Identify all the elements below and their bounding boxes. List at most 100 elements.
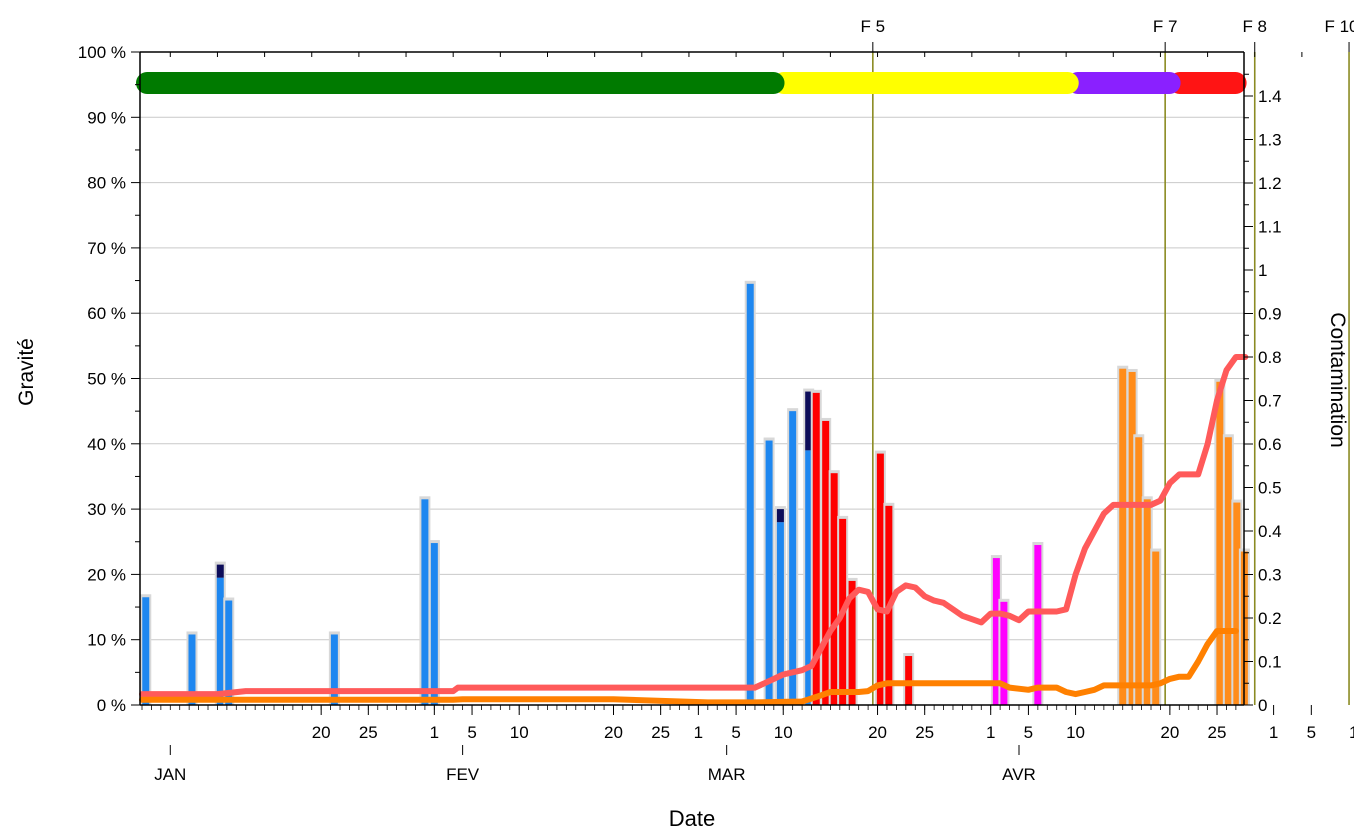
bar: [330, 634, 338, 705]
bar: [142, 597, 150, 705]
bar: [765, 440, 773, 705]
x-tick-label: 1: [430, 723, 439, 742]
right-tick-label: 1.1: [1258, 218, 1282, 237]
month-label: JAN: [154, 765, 186, 784]
period-band-segment: [772, 72, 1079, 94]
x-tick-label: 25: [1208, 723, 1227, 742]
bar: [430, 543, 438, 705]
left-tick-label: 50 %: [87, 370, 126, 389]
x-tick-label: 25: [359, 723, 378, 742]
axes: 0 % 10 % 20 % 30 % 40 % 50 % 60 % 70 % 80 % 90 % 1…: [78, 17, 1354, 784]
left-tick-label: 80 %: [87, 174, 126, 193]
left-tick-label: 70 %: [87, 239, 126, 258]
contamination-line-red: [139, 354, 1249, 698]
stage-label: F 8: [1242, 17, 1267, 36]
left-tick-label: 60 %: [87, 304, 126, 323]
bar: [225, 600, 233, 705]
x-tick-label: 10: [1349, 723, 1354, 742]
right-tick-label: 0.1: [1258, 653, 1282, 672]
bar-cap: [776, 509, 784, 523]
x-axis-title: Date: [669, 806, 715, 829]
month-label: MAR: [708, 765, 746, 784]
bar: [216, 577, 224, 705]
period-band-segment: [1066, 72, 1181, 94]
x-tick-label: 5: [467, 723, 476, 742]
right-tick-label: 1.4: [1258, 87, 1282, 106]
right-tick-label: 1.2: [1258, 174, 1282, 193]
x-tick-label: 25: [915, 723, 934, 742]
left-tick-label: 40 %: [87, 435, 126, 454]
x-tick-label: 1: [1269, 723, 1278, 742]
x-tick-label: 20: [604, 723, 623, 742]
bar: [789, 411, 797, 705]
month-label: AVR: [1002, 765, 1036, 784]
right-tick-label: 1: [1258, 261, 1267, 280]
bar-cap: [216, 564, 224, 578]
stage-lines: [872, 52, 1350, 705]
stage-label: F 10-5: [1324, 17, 1354, 36]
period-band-segment: [136, 72, 785, 94]
bar: [1119, 368, 1127, 705]
bar: [1143, 499, 1151, 705]
bar-cap: [805, 391, 813, 451]
right-tick-label: 0.7: [1258, 392, 1282, 411]
x-tick-label: 5: [1024, 723, 1033, 742]
x-tick-label: 5: [731, 723, 740, 742]
right-tick-label: 0.6: [1258, 435, 1282, 454]
period-band-segment: [1168, 72, 1247, 94]
bar: [1135, 437, 1143, 705]
stage-label: F 7: [1153, 17, 1178, 36]
bar: [830, 473, 838, 705]
bar: [1216, 381, 1224, 705]
bar: [746, 283, 754, 705]
right-tick-label: 0.9: [1258, 305, 1282, 324]
x-tick-label: 1: [694, 723, 703, 742]
bar: [805, 450, 813, 705]
bar: [1224, 437, 1232, 705]
x-tick-label: 25: [651, 723, 670, 742]
right-axis-title: Contamination: [1326, 312, 1349, 447]
right-tick-label: 0.8: [1258, 348, 1282, 367]
left-tick-label: 30 %: [87, 500, 126, 519]
bar: [1152, 551, 1160, 705]
month-label: FEV: [446, 765, 480, 784]
x-tick-label: 1: [986, 723, 995, 742]
stage-label: F 5: [861, 17, 886, 36]
left-tick-label: 90 %: [87, 108, 126, 127]
bar: [1000, 601, 1008, 705]
bar: [188, 634, 196, 705]
x-tick-label: 20: [1160, 723, 1179, 742]
bar: [421, 499, 429, 705]
right-tick-label: 0: [1258, 696, 1267, 715]
bars-group: [140, 280, 1250, 705]
left-tick-label: 20 %: [87, 565, 126, 584]
grid-lines: [140, 51, 1244, 641]
period-band: [136, 72, 1247, 94]
x-tick-label: 5: [1307, 723, 1316, 742]
right-tick-label: 0.2: [1258, 609, 1282, 628]
series-lines: [139, 354, 1249, 706]
bar: [822, 420, 830, 705]
bar: [1233, 502, 1241, 705]
x-tick-label: 10: [510, 723, 529, 742]
right-tick-label: 1.3: [1258, 131, 1282, 150]
bar: [812, 392, 820, 705]
x-tick-label: 10: [774, 723, 793, 742]
bar: [1034, 545, 1042, 705]
axis-labels: Date Gravité Contamination: [15, 312, 1349, 829]
left-axis-title: Gravité: [15, 338, 38, 406]
x-tick-label: 10: [1066, 723, 1085, 742]
bar: [1128, 371, 1136, 705]
left-tick-label: 0 %: [97, 696, 126, 715]
right-tick-label: 0.5: [1258, 479, 1282, 498]
bar: [992, 558, 1000, 705]
bar: [876, 453, 884, 705]
contamination-line-orange: [139, 628, 1239, 706]
bar: [848, 580, 856, 705]
x-tick-label: 20: [868, 723, 887, 742]
left-tick-label: 100 %: [78, 43, 126, 62]
bar: [776, 522, 784, 705]
x-tick-label: 20: [312, 723, 331, 742]
right-tick-label: 0.4: [1258, 522, 1282, 541]
